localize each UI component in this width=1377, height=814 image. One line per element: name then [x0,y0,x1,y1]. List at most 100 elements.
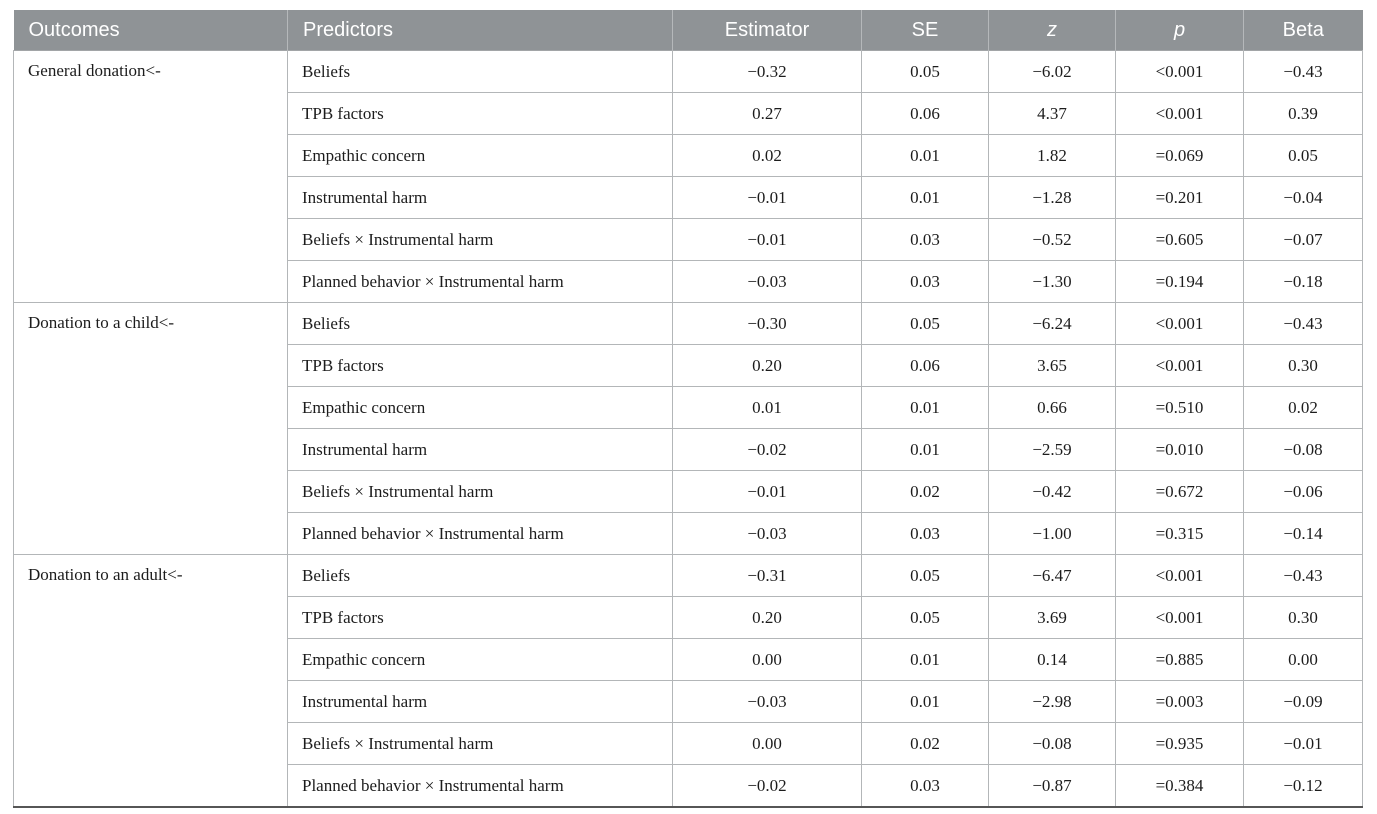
predictor-cell: TPB factors [287,92,673,135]
p-cell: =0.315 [1115,512,1244,555]
predictor-cell: Beliefs × Instrumental harm [287,722,673,765]
p-cell: <0.001 [1115,50,1244,93]
predictor-cell: Planned behavior × Instrumental harm [287,512,673,555]
predictor-cell: Beliefs × Instrumental harm [287,218,673,261]
table-row: Planned behavior × Instrumental harm −0.… [14,512,1363,555]
column-header-outcomes: Outcomes [13,10,288,51]
se-cell: 0.01 [861,134,989,177]
table-row: Beliefs × Instrumental harm −0.01 0.02 −… [14,470,1363,513]
z-cell: −0.87 [988,764,1116,808]
p-cell: =0.605 [1115,218,1244,261]
z-cell: 3.65 [988,344,1116,387]
beta-cell: 0.00 [1243,638,1363,681]
table-row: TPB factors 0.20 0.05 3.69 <0.001 0.30 [14,596,1363,639]
se-cell: 0.02 [861,470,989,513]
beta-cell: 0.02 [1243,386,1363,429]
estimator-cell: 0.27 [672,92,862,135]
se-cell: 0.05 [861,554,989,597]
z-cell: 4.37 [988,92,1116,135]
se-cell: 0.01 [861,638,989,681]
beta-cell: −0.12 [1243,764,1363,808]
p-cell: <0.001 [1115,302,1244,345]
table-row: Donation to a child<- Beliefs −0.30 0.05… [13,302,1363,555]
z-cell: −1.30 [988,260,1116,303]
estimator-cell: −0.03 [672,680,862,723]
p-cell: =0.201 [1115,176,1244,219]
estimator-cell: −0.01 [672,176,862,219]
predictor-cell: Beliefs [287,302,673,345]
estimator-cell: 0.20 [672,596,862,639]
z-cell: −0.42 [988,470,1116,513]
outcome-cell: Donation to an adult<- [13,554,288,808]
predictor-cell: Planned behavior × Instrumental harm [287,764,673,808]
se-cell: 0.05 [861,596,989,639]
regression-results-table: Outcomes Predictors Estimator SE z p Bet… [13,10,1363,808]
estimator-cell: −0.02 [672,428,862,471]
estimator-cell: 0.01 [672,386,862,429]
se-cell: 0.05 [861,50,989,93]
p-cell: =0.885 [1115,638,1244,681]
table-row: General donation<- Beliefs −0.32 0.05 −6… [13,50,1363,303]
column-header-z: z [988,10,1116,51]
p-cell: =0.384 [1115,764,1244,808]
se-cell: 0.06 [861,92,989,135]
predictor-cell: Beliefs [287,554,673,597]
se-cell: 0.05 [861,302,989,345]
z-cell: 1.82 [988,134,1116,177]
p-cell: =0.069 [1115,134,1244,177]
table-row: Instrumental harm −0.03 0.01 −2.98 =0.00… [14,680,1363,723]
z-cell: −2.59 [988,428,1116,471]
estimator-cell: −0.01 [672,218,862,261]
z-cell: −1.00 [988,512,1116,555]
column-header-predictors: Predictors [287,10,673,51]
beta-cell: 0.30 [1243,596,1363,639]
predictor-cell: Instrumental harm [287,176,673,219]
column-header-beta: Beta [1243,10,1363,51]
beta-cell: −0.09 [1243,680,1363,723]
table-row: TPB factors 0.27 0.06 4.37 <0.001 0.39 [14,92,1363,135]
beta-cell: 0.05 [1243,134,1363,177]
estimator-cell: −0.32 [672,50,862,93]
se-cell: 0.06 [861,344,989,387]
beta-cell: −0.43 [1243,554,1363,597]
p-cell: =0.010 [1115,428,1244,471]
z-cell: −6.02 [988,50,1116,93]
outcome-cell: General donation<- [13,50,288,303]
beta-cell: −0.43 [1243,50,1363,93]
beta-cell: 0.30 [1243,344,1363,387]
predictor-cell: TPB factors [287,596,673,639]
column-header-se: SE [861,10,989,51]
z-cell: −6.47 [988,554,1116,597]
se-cell: 0.01 [861,176,989,219]
predictor-cell: Planned behavior × Instrumental harm [287,260,673,303]
z-cell: −2.98 [988,680,1116,723]
se-cell: 0.03 [861,218,989,261]
beta-cell: −0.43 [1243,302,1363,345]
p-cell: =0.194 [1115,260,1244,303]
se-cell: 0.03 [861,764,989,808]
table-row: Empathic concern 0.01 0.01 0.66 =0.510 0… [14,386,1363,429]
table-row: Planned behavior × Instrumental harm −0.… [14,260,1363,303]
estimator-cell: −0.03 [672,260,862,303]
predictor-cell: Beliefs [287,50,673,93]
predictor-cell: Instrumental harm [287,680,673,723]
predictor-cell: Instrumental harm [287,428,673,471]
estimator-cell: 0.02 [672,134,862,177]
p-cell: <0.001 [1115,344,1244,387]
estimator-cell: 0.00 [672,638,862,681]
beta-cell: 0.39 [1243,92,1363,135]
column-header-p: p [1115,10,1244,51]
table-row: Instrumental harm −0.01 0.01 −1.28 =0.20… [14,176,1363,219]
table-row: Beliefs × Instrumental harm 0.00 0.02 −0… [14,722,1363,765]
estimator-cell: 0.00 [672,722,862,765]
table-row: Donation to an adult<- Beliefs −0.31 0.0… [13,554,1363,808]
se-cell: 0.01 [861,680,989,723]
beta-cell: −0.18 [1243,260,1363,303]
table-row: Empathic concern 0.02 0.01 1.82 =0.069 0… [14,134,1363,177]
outcome-cell: Donation to a child<- [13,302,288,555]
estimator-cell: −0.03 [672,512,862,555]
z-cell: −0.52 [988,218,1116,261]
p-cell: =0.003 [1115,680,1244,723]
estimator-cell: −0.02 [672,764,862,808]
se-cell: 0.03 [861,260,989,303]
